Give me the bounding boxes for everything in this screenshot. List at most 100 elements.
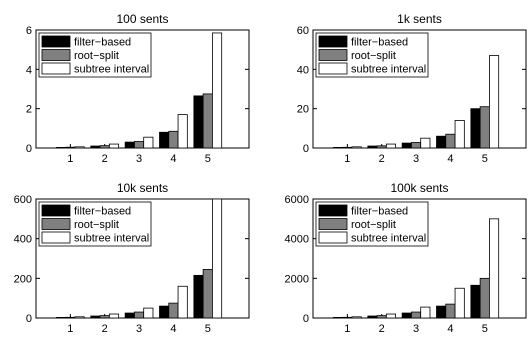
- legend-label-2: root−split: [351, 50, 396, 62]
- legend-swatch-1: [41, 204, 71, 217]
- y-tick-label: 6: [26, 25, 32, 37]
- legend-swatch-2: [41, 49, 71, 61]
- bar-2-2: [376, 315, 387, 319]
- y-tick-label: 200: [14, 273, 32, 285]
- bar-1-5: [193, 95, 204, 149]
- x-tick-label: 5: [205, 323, 211, 335]
- x-tick-label: 2: [102, 323, 108, 335]
- x-tick-label: 2: [379, 153, 385, 165]
- x-tick-label: 5: [482, 323, 488, 335]
- x-tick-label: 3: [413, 323, 419, 335]
- bar-3-3: [420, 137, 431, 149]
- legend-swatch-3: [41, 231, 71, 244]
- bar-3-4: [454, 287, 465, 319]
- bar-1-1: [333, 317, 344, 319]
- x-tick-label: 4: [447, 153, 453, 165]
- legend-swatch-3: [318, 62, 348, 75]
- bar-3-2: [385, 313, 397, 319]
- y-tick-label: 6000: [285, 194, 309, 206]
- bar-1-3: [401, 312, 412, 319]
- x-tick-label: 2: [102, 153, 108, 165]
- bar-2-3: [411, 311, 422, 319]
- legend-label-2: root−split: [74, 219, 119, 231]
- bar-2-1: [342, 316, 353, 319]
- bar-1-3: [401, 142, 412, 149]
- legend-swatch-2: [318, 49, 348, 61]
- y-tick-label: 600: [14, 194, 32, 206]
- y-tick-label: 400: [14, 234, 32, 246]
- bar-1-4: [436, 305, 447, 319]
- x-tick-label: 1: [344, 323, 350, 335]
- x-tick-label: 3: [136, 153, 142, 165]
- x-tick-label: 5: [482, 153, 488, 165]
- bar-2-5: [479, 277, 490, 319]
- legend-swatch-3: [41, 62, 71, 75]
- bar-3-5: [489, 218, 500, 319]
- y-tick-label: 2: [26, 104, 32, 116]
- bar-2-5: [202, 269, 213, 319]
- x-tick-label: 2: [379, 323, 385, 335]
- y-tick-label: 20: [297, 104, 309, 116]
- bar-2-2: [99, 315, 110, 319]
- y-tick-label: 0: [303, 313, 309, 325]
- x-tick-label: 5: [205, 153, 211, 165]
- bar-1-2: [367, 315, 378, 319]
- bar-3-1: [351, 316, 362, 319]
- legend-swatch-2: [41, 218, 71, 230]
- legend-label-3: subtree interval: [351, 64, 426, 76]
- bar-1-2: [367, 145, 378, 149]
- bar-3-1: [74, 316, 85, 319]
- y-tick-label: 2000: [285, 273, 309, 285]
- x-tick-label: 4: [170, 153, 176, 165]
- legend-label-3: subtree interval: [351, 233, 426, 245]
- chart-title: 100 sents: [116, 12, 168, 26]
- bar-3-3: [143, 136, 154, 149]
- chart-panel-4: 100k sents 0 2000 4000 6000 1 2 3 4 5 filter−based…: [285, 181, 527, 335]
- y-tick-label: 0: [303, 143, 309, 155]
- bar-3-2: [108, 143, 120, 149]
- bar-1-2: [90, 315, 101, 319]
- legend-label-1: filter−based: [351, 37, 408, 49]
- y-tick-label: 0: [26, 143, 32, 155]
- legend-swatch-1: [318, 204, 348, 217]
- y-tick-label: 0: [26, 313, 32, 325]
- y-tick-label: 4: [26, 64, 32, 76]
- legend-swatch-2: [318, 218, 348, 230]
- bar-3-5: [489, 55, 500, 149]
- bar-1-3: [124, 141, 135, 149]
- legend-label-3: subtree interval: [74, 233, 149, 245]
- bar-1-4: [436, 135, 447, 149]
- legend-label-1: filter−based: [74, 37, 131, 49]
- chart-panel-3: 10k sents 0 200 400 600 1 2 3 4 5 filter−basedroot…: [14, 181, 250, 335]
- bar-2-2: [376, 145, 387, 149]
- bar-1-4: [159, 305, 170, 319]
- bar-2-1: [65, 316, 76, 319]
- chart-title: 1k sents: [397, 12, 442, 26]
- bar-3-1: [74, 146, 85, 149]
- bar-1-2: [90, 145, 101, 149]
- x-tick-label: 4: [447, 323, 453, 335]
- legend-swatch-3: [318, 231, 348, 244]
- bar-1-4: [159, 131, 170, 149]
- bar-1-1: [56, 317, 67, 319]
- bar-3-3: [143, 307, 154, 319]
- y-tick-label: 4000: [285, 234, 309, 246]
- chart-panel-1: 100 sents 0 2 4 6 1 2 3 4 5 filter−basedroot−split…: [26, 12, 250, 165]
- x-tick-label: 1: [67, 153, 73, 165]
- legend-label-2: root−split: [351, 219, 396, 231]
- chart-title: 100k sents: [390, 181, 448, 195]
- bar-1-1: [333, 147, 344, 149]
- bar-2-5: [202, 93, 213, 149]
- bar-3-3: [420, 306, 431, 319]
- bar-2-3: [134, 141, 145, 149]
- bar-3-2: [385, 143, 397, 149]
- bar-2-4: [168, 302, 179, 319]
- y-tick-label: 60: [297, 25, 309, 37]
- y-tick-label: 40: [297, 64, 309, 76]
- bar-3-4: [177, 114, 188, 149]
- legend-swatch-1: [318, 35, 348, 48]
- bar-3-2: [108, 313, 120, 319]
- bar-2-4: [168, 130, 179, 149]
